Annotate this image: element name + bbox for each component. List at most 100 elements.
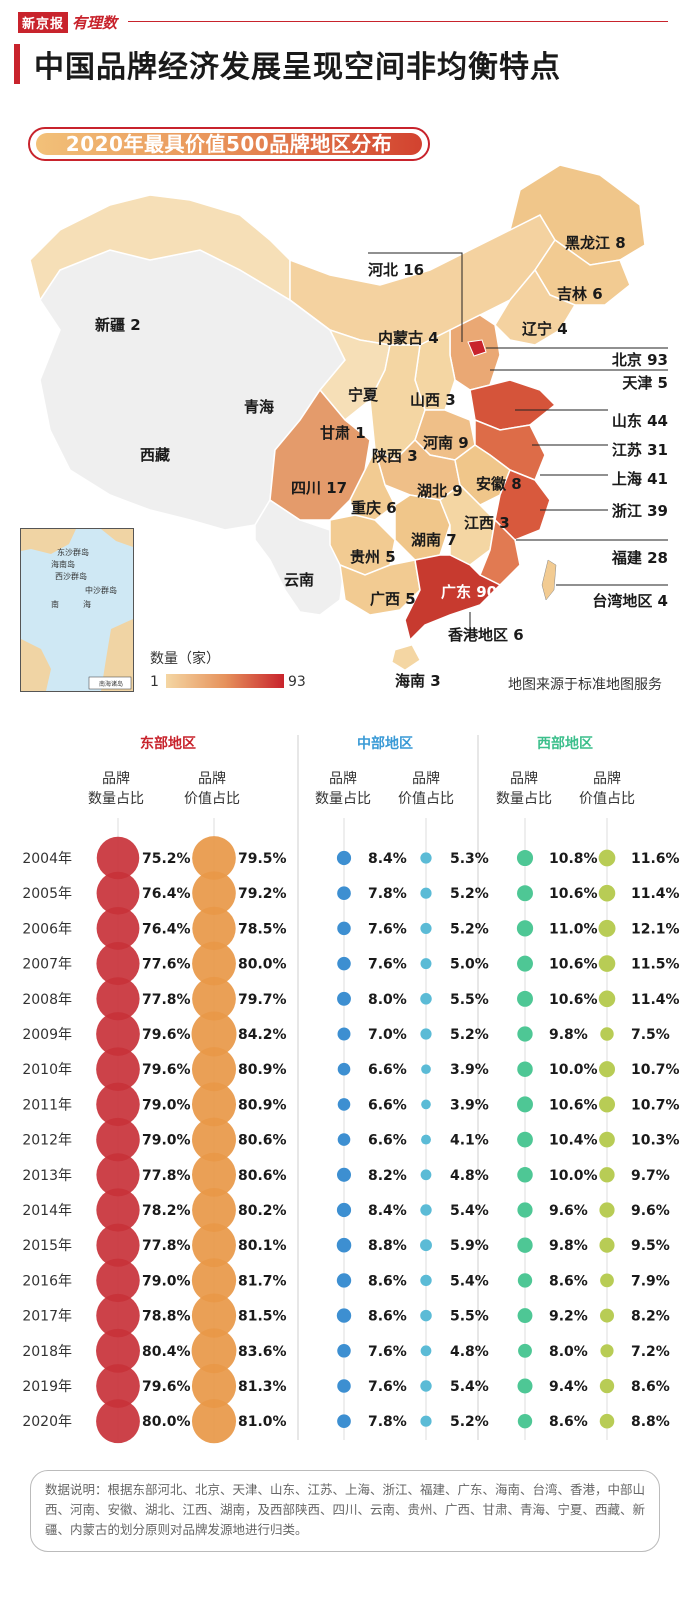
value-label-0-0-4: 77.8% [142, 992, 191, 1008]
map-label-7: 辽宁 4 [522, 320, 568, 338]
map-label-31: 香港地区 6 [448, 626, 524, 644]
bubble-2-0-1 [517, 885, 533, 902]
bubble-2-0-5 [517, 1026, 533, 1042]
group-title-1: 中部地区 [357, 735, 413, 752]
header-rule [128, 21, 668, 22]
year-label-11: 2015年 [22, 1238, 72, 1254]
value-label-2-1-7: 10.7% [631, 1097, 680, 1113]
year-label-5: 2009年 [22, 1027, 72, 1043]
bubble-0-0-15 [96, 1364, 140, 1408]
value-label-0-0-10: 78.2% [142, 1203, 191, 1219]
bubble-0-1-16 [191, 1399, 237, 1444]
bubble-0-0-0 [96, 836, 140, 880]
inset-label-1: 海南岛 [51, 559, 75, 569]
bubble-0-1-13 [191, 1293, 237, 1338]
page-title: 中国品牌经济发展呈现空间非均衡特点 [34, 50, 561, 85]
value-label-1-0-6: 6.6% [368, 1062, 407, 1078]
bubble-1-1-5 [420, 1028, 432, 1040]
value-label-1-0-16: 7.8% [368, 1414, 407, 1430]
bubble-2-0-10 [517, 1202, 533, 1218]
brand-column-name: 有理数 [72, 13, 118, 32]
map-label-28: 广西 5 [370, 590, 416, 608]
value-label-2-0-4: 10.6% [549, 992, 598, 1008]
bubble-2-1-6 [598, 1061, 616, 1078]
value-label-1-1-8: 4.1% [450, 1133, 489, 1149]
bubble-0-1-2 [192, 906, 236, 951]
bubble-1-0-5 [337, 1027, 351, 1041]
year-label-16: 2020年 [22, 1414, 72, 1430]
bubble-2-1-9 [599, 1167, 615, 1183]
bubble-1-1-8 [421, 1134, 431, 1145]
map-label-12: 甘肃 1 [320, 424, 366, 442]
value-label-0-0-15: 79.6% [142, 1379, 191, 1395]
bubble-0-0-14 [96, 1328, 140, 1373]
value-label-0-1-4: 79.7% [238, 992, 287, 1008]
value-label-2-0-1: 10.6% [549, 886, 598, 902]
bubble-2-0-15 [517, 1378, 533, 1394]
bubble-0-0-16 [96, 1399, 140, 1444]
value-label-1-0-7: 6.6% [368, 1097, 407, 1113]
value-label-0-1-11: 80.1% [238, 1238, 287, 1254]
bubble-1-0-6 [337, 1062, 351, 1076]
value-label-2-1-2: 12.1% [631, 921, 680, 937]
value-label-2-1-0: 11.6% [631, 851, 680, 867]
bubble-2-0-3 [517, 955, 533, 972]
map-label-18: 湖北 9 [417, 482, 463, 500]
bubble-0-1-6 [191, 1047, 237, 1092]
bubble-1-0-11 [336, 1237, 352, 1253]
value-label-0-1-12: 81.7% [238, 1273, 287, 1289]
title-accent-bar [14, 44, 20, 84]
value-label-1-0-11: 8.8% [368, 1238, 407, 1254]
value-label-2-1-9: 9.7% [631, 1168, 670, 1184]
value-label-2-1-15: 8.6% [631, 1379, 670, 1395]
bubble-1-1-4 [420, 993, 432, 1005]
bubble-0-1-15 [191, 1363, 237, 1409]
value-label-2-0-7: 10.6% [549, 1097, 598, 1113]
subtitle-pill: 2020年最具价值500品牌地区分布 [28, 127, 430, 161]
value-label-1-1-7: 3.9% [450, 1097, 489, 1113]
value-label-2-1-11: 9.5% [631, 1238, 670, 1254]
map-region-yunnan [254, 498, 346, 616]
value-label-2-0-6: 10.0% [549, 1062, 598, 1078]
brand-logo: 新京报 有理数 [18, 11, 118, 33]
bubble-2-1-16 [599, 1413, 615, 1429]
value-label-2-1-6: 10.7% [631, 1062, 680, 1078]
map-region-beijing [467, 339, 487, 357]
map-label-32: 海南 3 [395, 672, 441, 690]
value-label-0-1-16: 81.0% [238, 1414, 287, 1430]
value-label-2-1-5: 7.5% [631, 1027, 670, 1043]
bubble-2-1-5 [600, 1027, 614, 1041]
value-label-1-1-6: 3.9% [450, 1062, 489, 1078]
year-label-0: 2004年 [22, 851, 72, 867]
value-label-1-0-5: 7.0% [368, 1027, 407, 1043]
bubble-0-1-12 [191, 1258, 237, 1303]
map-label-19: 安徽 8 [476, 475, 522, 493]
legend-color-ramp [166, 674, 284, 688]
map-region-heilongjiang [508, 164, 646, 266]
bubble-1-0-7 [337, 1098, 351, 1111]
year-label-7: 2011年 [22, 1097, 72, 1113]
value-label-1-0-14: 7.6% [368, 1344, 407, 1360]
group-title-2: 西部地区 [537, 735, 593, 752]
bubble-2-1-3 [598, 955, 616, 972]
value-label-1-1-3: 5.0% [450, 957, 489, 973]
bubble-1-1-15 [420, 1380, 432, 1392]
col-head-2-1-b: 价值占比 [579, 791, 635, 807]
value-label-2-1-12: 7.9% [631, 1273, 670, 1289]
value-label-1-0-12: 8.6% [368, 1273, 407, 1289]
bubble-0-1-9 [192, 1152, 236, 1197]
value-label-1-1-1: 5.2% [450, 886, 489, 902]
bubble-2-0-0 [516, 849, 534, 867]
bubble-2-1-1 [598, 884, 616, 902]
value-label-1-0-2: 7.6% [368, 921, 407, 937]
map-label-25: 贵州 5 [350, 548, 396, 566]
value-label-0-0-12: 79.0% [142, 1273, 191, 1289]
value-label-1-1-2: 5.2% [450, 921, 489, 937]
bubble-0-0-10 [96, 1188, 140, 1232]
value-label-0-0-14: 80.4% [142, 1344, 191, 1360]
value-label-1-0-9: 8.2% [368, 1168, 407, 1184]
value-label-2-0-14: 8.0% [549, 1344, 588, 1360]
bubble-1-0-3 [337, 956, 351, 971]
value-label-0-1-0: 79.5% [238, 851, 287, 867]
value-label-2-0-9: 10.0% [549, 1168, 598, 1184]
